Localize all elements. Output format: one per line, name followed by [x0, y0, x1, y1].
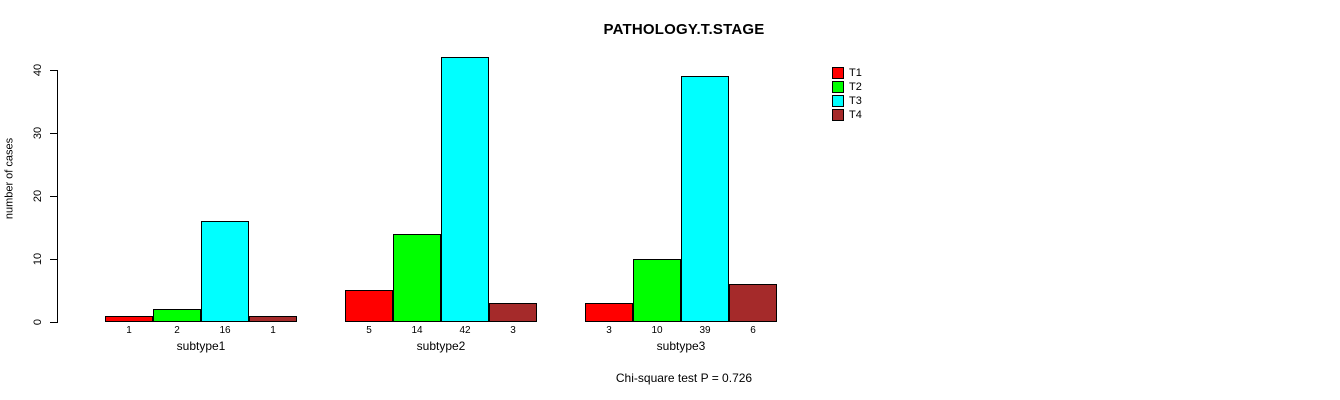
y-tick-label: 10	[32, 252, 44, 266]
legend-swatch-T1	[832, 67, 844, 79]
legend-swatch-T3	[832, 95, 844, 107]
y-axis-label: number of cases	[3, 137, 16, 220]
bar-value-subtype2-T3: 42	[459, 325, 471, 336]
bar-value-subtype1-T3: 16	[219, 325, 231, 336]
y-axis-line	[57, 70, 58, 323]
bar-value-subtype2-T1: 5	[366, 325, 372, 336]
bar-subtype1-T4	[249, 316, 297, 322]
y-tick-label: 0	[32, 318, 44, 326]
legend-item-T2: T2	[832, 80, 862, 94]
bar-subtype3-T1	[585, 303, 633, 322]
bar-value-subtype3-T1: 3	[606, 325, 612, 336]
legend-label-T3: T3	[849, 95, 862, 107]
chi-square-annotation: Chi-square test P = 0.726	[615, 371, 753, 385]
y-tick-label: 40	[32, 63, 44, 77]
bar-value-subtype1-T4: 1	[270, 325, 276, 336]
bar-subtype1-T2	[153, 309, 201, 322]
bar-subtype3-T2	[633, 259, 681, 322]
bar-value-subtype3-T4: 6	[750, 325, 756, 336]
bar-value-subtype1-T2: 2	[174, 325, 180, 336]
legend-item-T3: T3	[832, 94, 862, 108]
x-category-label-subtype3: subtype3	[656, 339, 706, 353]
y-axis-tick	[50, 196, 57, 197]
legend-item-T1: T1	[832, 66, 862, 80]
legend-swatch-T4	[832, 109, 844, 121]
bar-value-subtype3-T2: 10	[651, 325, 663, 336]
chart-title: PATHOLOGY.T.STAGE	[603, 21, 765, 38]
y-axis-tick	[50, 70, 57, 71]
legend-swatch-T2	[832, 81, 844, 93]
y-axis-tick	[50, 322, 57, 323]
bar-subtype1-T1	[105, 316, 153, 322]
legend-label-T2: T2	[849, 81, 862, 93]
bar-subtype2-T4	[489, 303, 537, 322]
bar-value-subtype2-T2: 14	[411, 325, 423, 336]
bar-value-subtype2-T4: 3	[510, 325, 516, 336]
x-category-label-subtype2: subtype2	[416, 339, 466, 353]
bar-subtype2-T2	[393, 234, 441, 322]
legend-label-T4: T4	[849, 109, 862, 121]
bar-subtype2-T3	[441, 57, 489, 322]
y-tick-label: 30	[32, 126, 44, 140]
bar-subtype3-T4	[729, 284, 777, 322]
legend-label-T1: T1	[849, 67, 862, 79]
bar-value-subtype3-T3: 39	[699, 325, 711, 336]
legend: T1 T2 T3 T4	[832, 66, 862, 122]
bar-subtype3-T3	[681, 76, 729, 322]
y-tick-label: 20	[32, 189, 44, 203]
y-axis-tick	[50, 133, 57, 134]
bar-value-subtype1-T1: 1	[126, 325, 132, 336]
legend-item-T4: T4	[832, 108, 862, 122]
x-category-label-subtype1: subtype1	[176, 339, 226, 353]
bar-subtype1-T3	[201, 221, 249, 322]
y-axis-tick	[50, 259, 57, 260]
bar-subtype2-T1	[345, 290, 393, 322]
